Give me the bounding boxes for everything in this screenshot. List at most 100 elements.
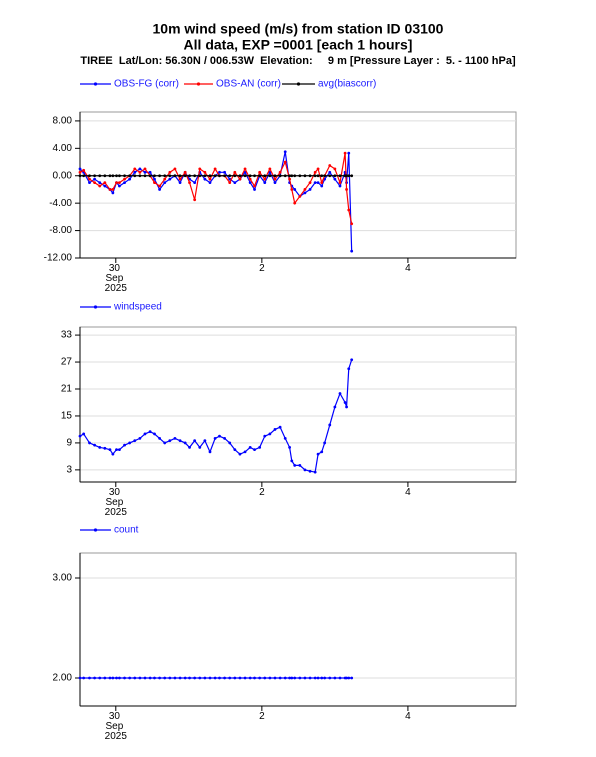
data-point bbox=[82, 174, 86, 178]
x-tick-label-line: Sep bbox=[105, 721, 126, 732]
data-point bbox=[243, 174, 247, 178]
data-point bbox=[290, 676, 294, 680]
data-point bbox=[163, 177, 167, 181]
data-point bbox=[203, 676, 207, 680]
data-point bbox=[253, 676, 256, 680]
data-point bbox=[263, 177, 267, 181]
series-line bbox=[79, 151, 353, 252]
data-point bbox=[183, 441, 187, 445]
data-point bbox=[333, 177, 337, 181]
data-point bbox=[188, 174, 191, 178]
data-point bbox=[168, 170, 172, 174]
legend-marker bbox=[296, 82, 301, 86]
data-point bbox=[82, 676, 86, 680]
data-point bbox=[203, 439, 207, 443]
data-point bbox=[316, 167, 320, 171]
data-point bbox=[243, 450, 247, 454]
data-point bbox=[303, 188, 307, 191]
plot-frame bbox=[79, 111, 517, 259]
data-point bbox=[153, 432, 156, 436]
y-tick-label: 15 bbox=[61, 411, 73, 422]
data-point bbox=[328, 676, 332, 680]
data-point bbox=[283, 160, 287, 164]
data-point bbox=[123, 443, 126, 447]
data-point bbox=[82, 168, 86, 172]
data-point bbox=[343, 151, 347, 155]
x-tick-label-line: Sep bbox=[105, 497, 126, 508]
data-point bbox=[188, 181, 191, 185]
data-point bbox=[163, 441, 167, 445]
data-point bbox=[328, 164, 332, 167]
data-point bbox=[193, 439, 197, 443]
y-tick-label: 0.00 bbox=[53, 170, 73, 181]
data-point bbox=[313, 676, 317, 680]
data-point bbox=[338, 181, 342, 185]
data-point bbox=[290, 459, 294, 463]
data-point bbox=[316, 676, 320, 680]
data-point bbox=[243, 167, 247, 171]
plot-frame bbox=[79, 326, 517, 483]
data-point bbox=[198, 167, 202, 171]
station-info: TIREE Lat/Lon: 56.30N / 006.53W Elevatio… bbox=[80, 55, 516, 67]
data-point bbox=[128, 676, 132, 680]
data-point bbox=[82, 432, 86, 436]
data-point bbox=[188, 676, 191, 680]
plot-frame bbox=[79, 552, 517, 707]
data-point bbox=[78, 434, 82, 438]
data-point bbox=[148, 430, 152, 434]
data-point bbox=[218, 676, 221, 680]
data-point bbox=[228, 676, 232, 680]
x-tick-label: 4 bbox=[405, 487, 411, 498]
data-point bbox=[88, 676, 91, 680]
data-point bbox=[178, 177, 182, 181]
data-point bbox=[153, 181, 156, 185]
data-point bbox=[138, 437, 142, 440]
data-point bbox=[273, 174, 277, 178]
data-point bbox=[133, 439, 137, 443]
data-point bbox=[290, 188, 294, 191]
data-point bbox=[93, 177, 97, 181]
data-point bbox=[158, 188, 162, 191]
data-point bbox=[278, 174, 282, 178]
data-point bbox=[203, 177, 207, 181]
data-point bbox=[138, 174, 142, 178]
data-point bbox=[163, 181, 167, 185]
x-tick-label-line: 4 bbox=[405, 711, 411, 722]
data-point bbox=[188, 446, 191, 449]
data-point bbox=[163, 174, 167, 178]
data-point bbox=[350, 222, 354, 226]
data-point bbox=[123, 174, 126, 178]
data-point bbox=[345, 676, 348, 680]
data-point bbox=[168, 174, 172, 178]
data-point bbox=[88, 177, 91, 181]
data-point bbox=[93, 174, 97, 178]
x-tick-label: 2 bbox=[259, 263, 265, 274]
data-point bbox=[178, 676, 182, 680]
data-point bbox=[288, 676, 292, 680]
data-point bbox=[143, 167, 147, 171]
data-point bbox=[278, 676, 282, 680]
data-point bbox=[103, 174, 107, 178]
data-point bbox=[283, 676, 287, 680]
data-point bbox=[148, 174, 152, 178]
y-tick-label: 4.00 bbox=[53, 143, 73, 154]
y-tick-label: -12.00 bbox=[44, 253, 73, 264]
data-point bbox=[98, 184, 102, 188]
data-point bbox=[78, 174, 82, 178]
data-point bbox=[88, 441, 91, 445]
data-point bbox=[111, 191, 115, 195]
legend-label: count bbox=[114, 525, 139, 536]
data-point bbox=[98, 446, 102, 449]
data-point bbox=[338, 392, 342, 395]
y-tick-label: 3 bbox=[66, 465, 72, 476]
y-tick-label: -8.00 bbox=[49, 225, 72, 236]
y-tick-label: 2.00 bbox=[53, 673, 73, 684]
data-point bbox=[233, 181, 237, 185]
data-point bbox=[153, 177, 156, 181]
data-point bbox=[308, 181, 312, 185]
data-point bbox=[283, 150, 287, 154]
data-point bbox=[98, 181, 102, 185]
data-point bbox=[108, 448, 112, 452]
data-point bbox=[253, 188, 256, 191]
data-point bbox=[138, 167, 142, 171]
